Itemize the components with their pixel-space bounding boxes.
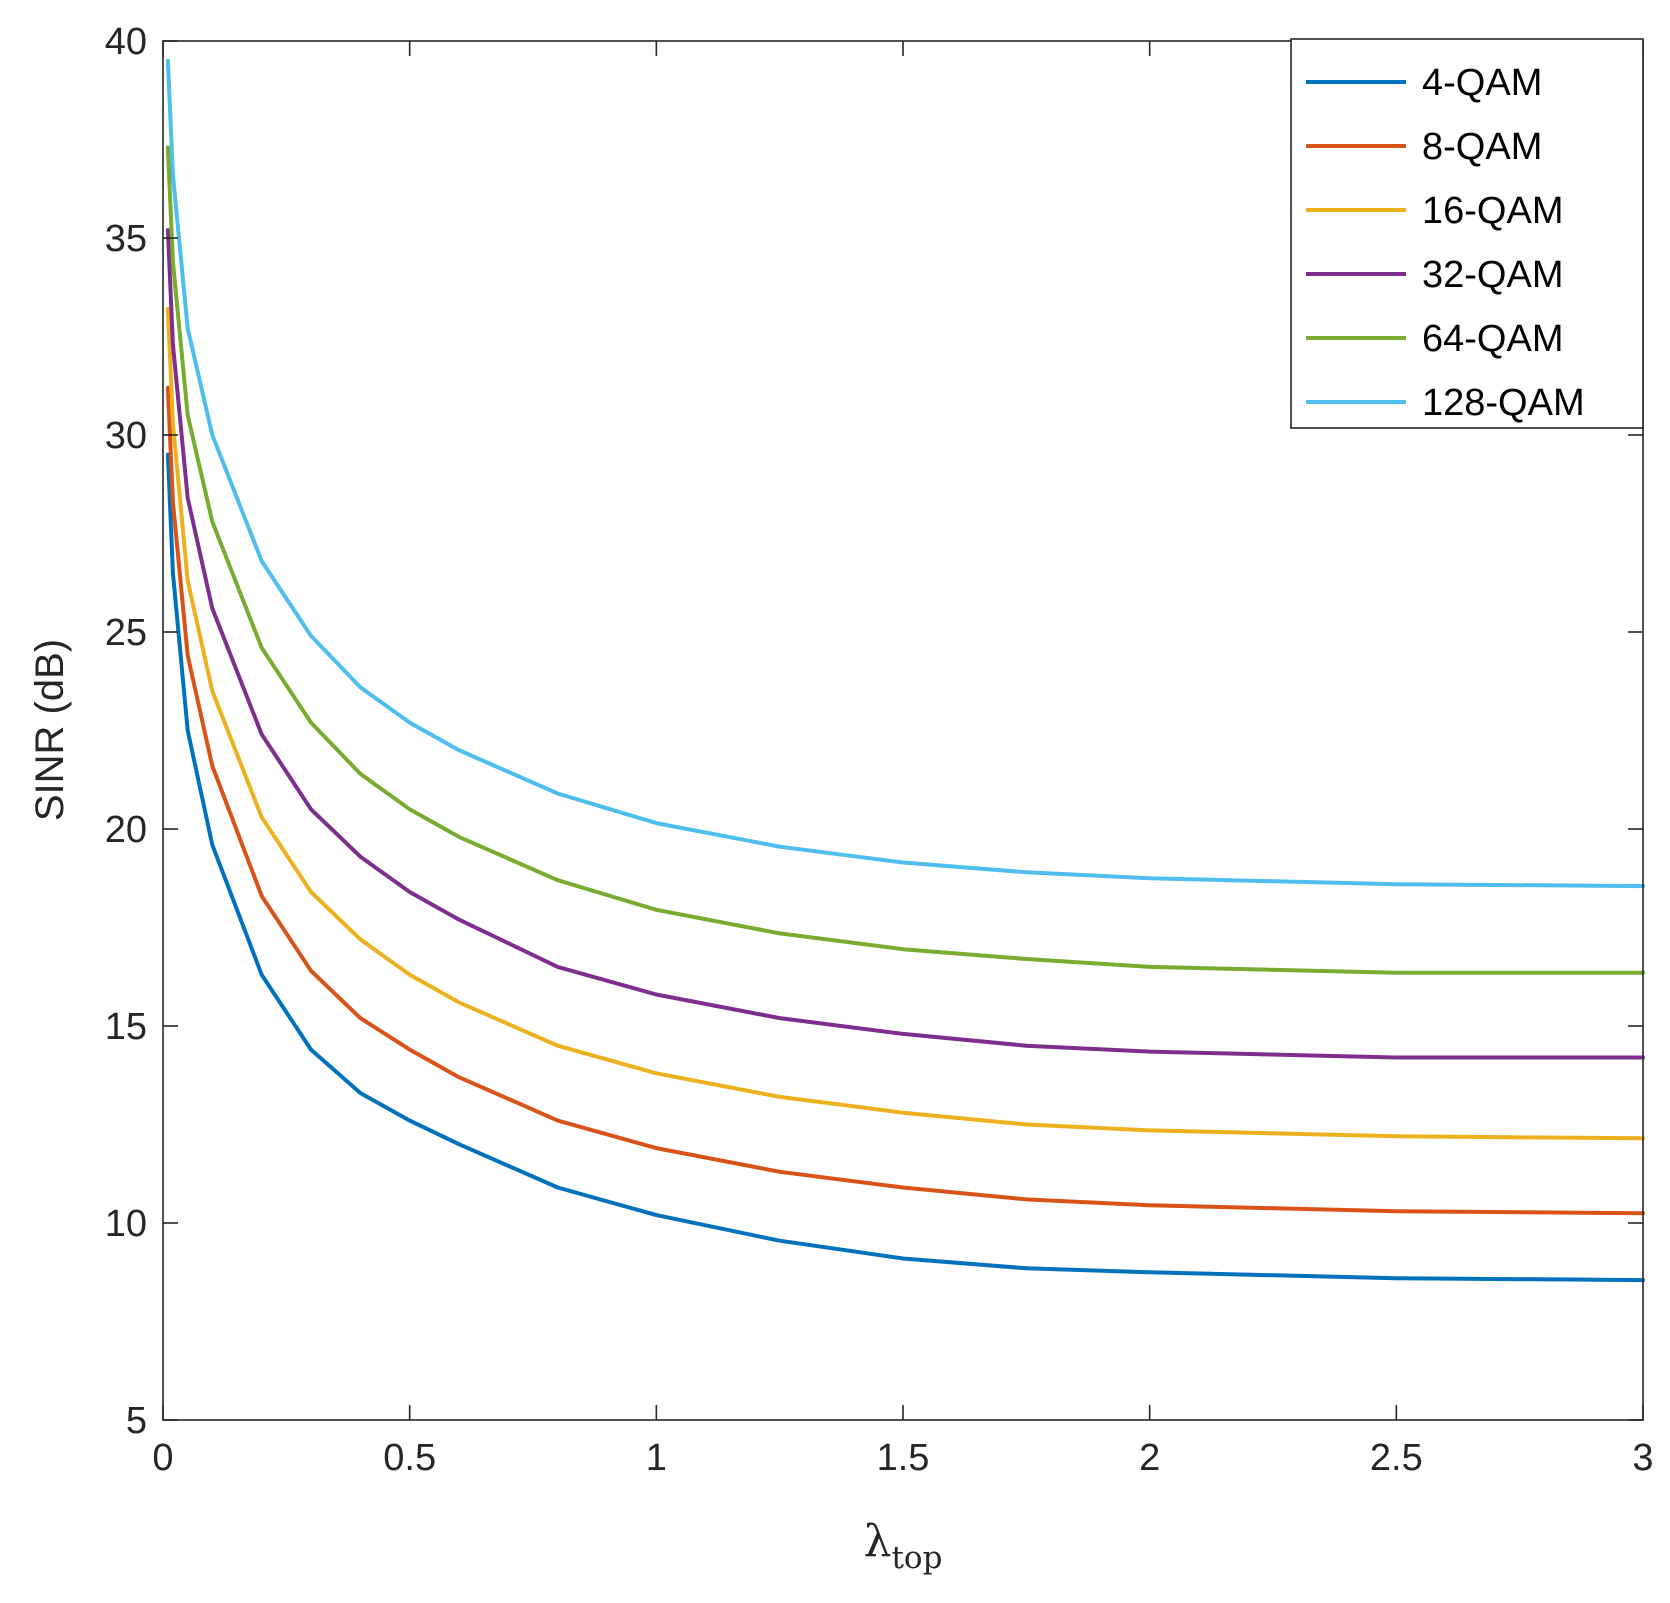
legend-label-32-qam: 32-QAM: [1422, 254, 1563, 296]
series-layer: [165, 58, 1645, 1283]
x-tick-label: 0: [152, 1437, 173, 1479]
series-line-32-qam: [165, 228, 1645, 1060]
series-line-16-qam: [165, 306, 1645, 1141]
y-tick-label: 35: [105, 218, 147, 260]
series-line-64-qam: [165, 145, 1645, 975]
x-tick-label: 1: [646, 1437, 667, 1479]
y-tick-label: 5: [126, 1400, 147, 1442]
series-line-128-qam: [165, 58, 1645, 889]
x-tick-label: 1.5: [877, 1437, 930, 1479]
x-tick-label: 0.5: [383, 1437, 436, 1479]
y-tick-label: 15: [105, 1006, 147, 1048]
legend-label-16-qam: 16-QAM: [1422, 190, 1563, 232]
y-tick-label: 25: [105, 612, 147, 654]
y-tick-labels: 5 10 15 20 25 30 35 40: [105, 21, 147, 1442]
legend: 4-QAM 8-QAM 16-QAM 32-QAM 64-QAM 128-QAM: [1290, 38, 1644, 429]
legend-box: [1290, 38, 1644, 429]
x-tick-label: 2.5: [1370, 1437, 1423, 1479]
legend-label-128-qam: 128-QAM: [1422, 382, 1585, 424]
legend-label-64-qam: 64-QAM: [1422, 318, 1563, 360]
series-line-8-qam: [165, 385, 1645, 1216]
x-axis-label-symbol: λ: [864, 1516, 892, 1567]
series-line-4-qam: [165, 452, 1645, 1283]
x-tick-label: 3: [1632, 1437, 1653, 1479]
y-tick-label: 10: [105, 1203, 147, 1245]
y-axis-label: SINR (dB): [28, 639, 72, 821]
x-tick-labels: 0 0.5 1 1.5 2 2.5 3: [152, 1437, 1653, 1479]
y-tick-label: 20: [105, 809, 147, 851]
y-tick-label: 40: [105, 21, 147, 63]
x-axis-label-subscript: top: [891, 1540, 942, 1576]
y-tick-label: 30: [105, 415, 147, 457]
x-axis-label: λtop: [864, 1516, 943, 1576]
legend-label-4-qam: 4-QAM: [1422, 62, 1542, 104]
x-tick-label: 2: [1139, 1437, 1160, 1479]
legend-label-8-qam: 8-QAM: [1422, 126, 1542, 168]
plot-frame: [162, 40, 1644, 1421]
